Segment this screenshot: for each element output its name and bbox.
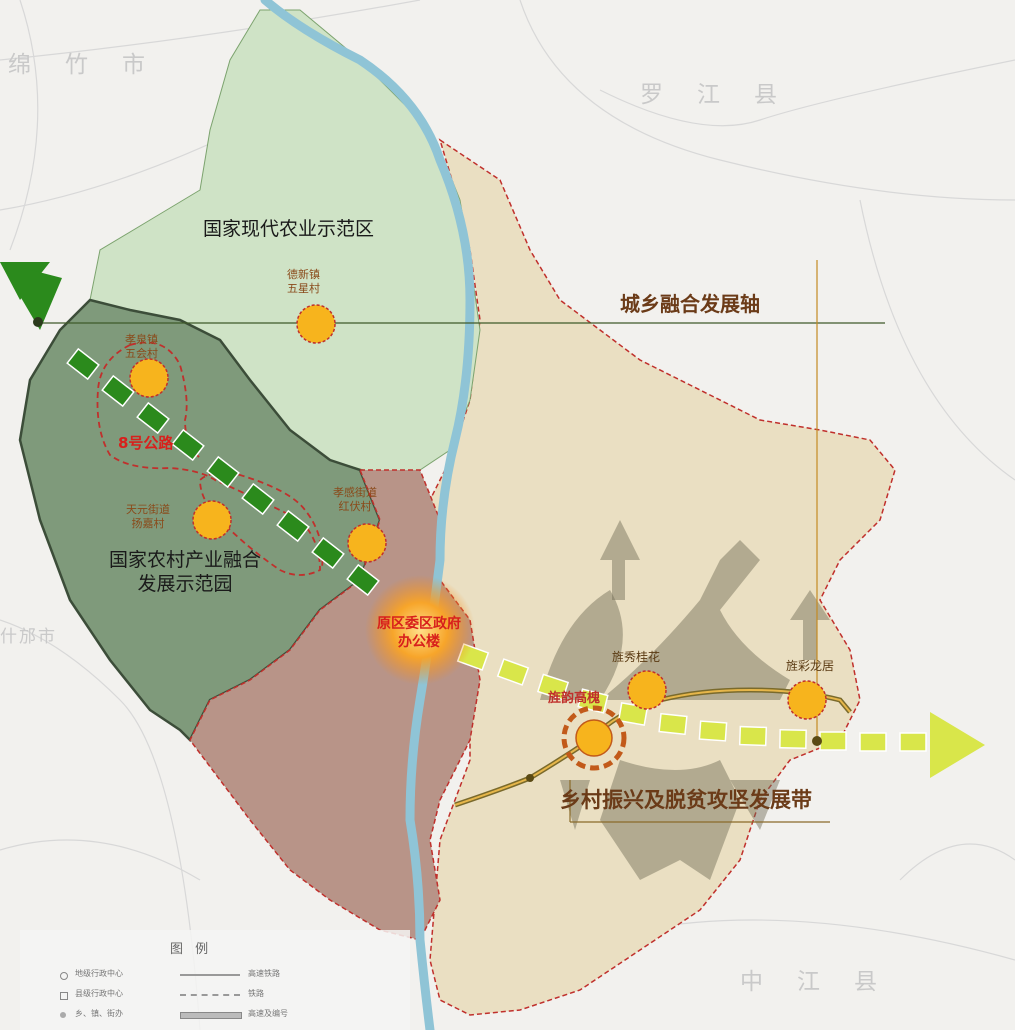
center-label: 原区委区政府 办公楼 bbox=[369, 615, 469, 651]
development-arrows bbox=[540, 520, 830, 880]
village-label-hongfu: 孝感街道 红伏村 bbox=[333, 486, 377, 514]
zone-label-fusion-line1: 国家农村产业融合 bbox=[108, 549, 261, 571]
axis-label-urban-rural: 城乡融合发展轴 bbox=[620, 292, 760, 316]
legend-title: 图 例 bbox=[170, 942, 213, 957]
village-label-gaohuai: 旌韵高槐 bbox=[548, 691, 601, 706]
village-label-line1: 天元街道 bbox=[126, 503, 170, 516]
legend-symbol-hsr bbox=[180, 974, 240, 976]
zone-label-fusion: 国家农村产业融合 发展示范园 bbox=[85, 548, 285, 596]
city-label-shifang: 什邡市 bbox=[0, 627, 57, 647]
legend-item: 高速及编号 bbox=[248, 1009, 288, 1018]
axis-label-revitalization: 乡村振兴及脱贫攻坚发展带 bbox=[560, 788, 812, 812]
legend: 图 例 地级行政中心 县级行政中心 乡、镇、街办 高速铁路 铁路 高速及编号 bbox=[20, 930, 410, 1030]
legend-symbol-prefecture bbox=[60, 972, 68, 980]
legend-item: 乡、镇、街办 bbox=[75, 1009, 123, 1018]
village-label-line2: 扬嘉村 bbox=[131, 517, 165, 530]
legend-symbol-rail bbox=[180, 994, 240, 998]
legend-symbol-town bbox=[60, 1012, 66, 1018]
village-label-longju: 旌彩龙居 bbox=[786, 659, 835, 673]
zone-label-fusion-line2: 发展示范园 bbox=[137, 573, 233, 595]
center-label-line2: 办公楼 bbox=[398, 634, 440, 650]
zone-label-agri: 国家现代农业示范区 bbox=[203, 218, 375, 240]
legend-symbol-county bbox=[60, 992, 68, 1000]
east-zone bbox=[419, 138, 896, 1016]
center-glow bbox=[365, 575, 475, 685]
legend-item: 铁路 bbox=[248, 989, 264, 998]
village-label-wuxing: 德新镇 五星村 bbox=[287, 268, 320, 296]
village-label-line1: 德新镇 bbox=[287, 268, 320, 281]
village-label-yangjia: 天元街道 扬嘉村 bbox=[126, 503, 170, 531]
village-label-line1: 孝泉镇 bbox=[125, 333, 158, 346]
city-label-luojiang: 罗江县 bbox=[640, 82, 811, 108]
village-label-guihua: 旌秀桂花 bbox=[612, 650, 661, 664]
legend-symbol-expressway bbox=[180, 1012, 242, 1019]
village-label-wuhui: 孝泉镇 五会村 bbox=[125, 333, 158, 361]
legend-item: 高速铁路 bbox=[248, 969, 280, 978]
road-8-label: 8号公路 bbox=[118, 434, 174, 452]
village-label-line2: 五星村 bbox=[287, 282, 320, 295]
village-label-line2: 红伏村 bbox=[338, 500, 372, 513]
city-label-mianzhu: 绵竹市 bbox=[8, 52, 179, 78]
green-axis bbox=[0, 262, 62, 330]
green-axis-segments bbox=[66, 347, 380, 597]
yellow-axis-arrowhead bbox=[930, 712, 985, 778]
gaohuai-node bbox=[575, 719, 613, 757]
road-8-loop bbox=[96, 341, 324, 576]
village-label-line2: 五会村 bbox=[125, 347, 158, 360]
gaohuai-ring bbox=[561, 705, 627, 771]
center-label-line1: 原区委区政府 bbox=[377, 616, 461, 632]
village-label-line1: 孝感街道 bbox=[333, 486, 377, 499]
city-label-zhongjiang: 中江县 bbox=[740, 969, 911, 995]
river bbox=[260, 0, 475, 1030]
village-nodes bbox=[129, 304, 827, 720]
legend-item: 县级行政中心 bbox=[75, 989, 123, 998]
legend-item: 地级行政中心 bbox=[75, 969, 123, 978]
